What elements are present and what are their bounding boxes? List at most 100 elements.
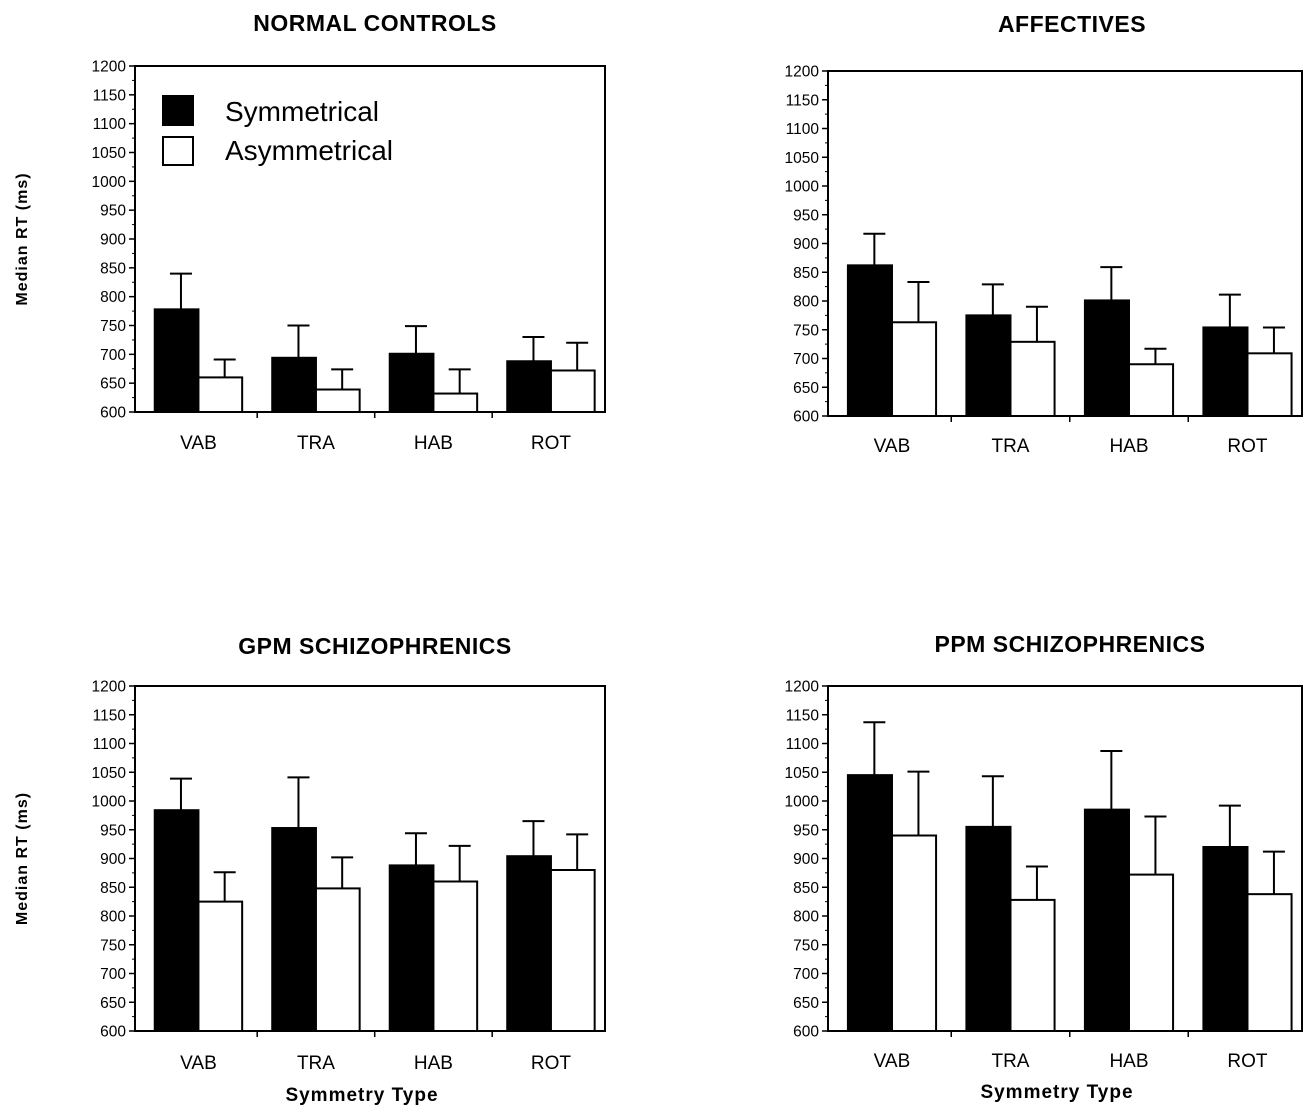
asymmetrical-bar-tra (1009, 898, 1056, 1033)
bars (846, 721, 1293, 1033)
symmetrical-bar-rot (1202, 846, 1249, 1032)
symmetrical-bar-tra (271, 356, 317, 413)
asymmetrical-bar-vab (890, 834, 938, 1032)
y-axis-ticks: 600 650 700 750 800 850 900 950 1000 1050 1100 1150… (92, 59, 135, 422)
y-axis-label: Median RT (ms) (14, 792, 31, 925)
asymmetrical-bar-rot (549, 869, 596, 1032)
y-tick-label: 950 (100, 822, 126, 839)
y-tick-label: 1150 (93, 87, 127, 104)
asymmetrical-bar-tra (1009, 340, 1056, 418)
x-category-label: TRA (991, 1051, 1029, 1072)
legend-label-asymmetrical: Asymmetrical (225, 135, 393, 166)
y-tick-label: 750 (100, 937, 126, 954)
y-tick-label: 1050 (785, 765, 820, 782)
y-tick-label: 950 (793, 822, 819, 839)
y-tick-label: 1000 (785, 794, 820, 811)
legend: Symmetrical Asymmetrical (162, 95, 393, 166)
y-tick-label: 750 (793, 937, 819, 954)
x-category-label: VAB (180, 1053, 217, 1074)
x-category-label: VAB (874, 1051, 911, 1072)
asymmetrical-bar-hab (432, 392, 479, 413)
symmetrical-bar-tra (271, 827, 317, 1033)
y-tick-label: 1000 (92, 794, 127, 811)
x-category-label: TRA (297, 433, 335, 454)
symmetrical-bar-hab (1083, 808, 1130, 1032)
y-tick-label: 900 (793, 236, 819, 253)
y-tick-label: 1150 (786, 92, 820, 109)
chart-panel-1: NORMAL CONTROLS 600 650 700 750 800 850 900 950 1… (14, 10, 606, 454)
y-tick-label: 850 (100, 260, 126, 277)
y-axis-label: Median RT (ms) (14, 172, 31, 305)
chart-title: AFFECTIVES (998, 11, 1146, 37)
y-tick-label: 1050 (785, 150, 820, 167)
symmetrical-bar-rot (1202, 326, 1249, 418)
symmetrical-bar-hab (388, 352, 435, 413)
chart-panel-3: GPM SCHIZOPHRENICS 600 650 700 750 800 850 900 9… (14, 633, 606, 1106)
y-tick-label: 1000 (92, 174, 127, 191)
y-tick-label: 1050 (92, 145, 127, 162)
y-tick-label: 1200 (92, 679, 127, 696)
y-tick-label: 850 (100, 880, 126, 897)
asymmetrical-bar-hab (1127, 873, 1175, 1032)
y-tick-label: 900 (793, 851, 819, 868)
symmetrical-bar-hab (1083, 299, 1130, 417)
y-tick-label: 600 (793, 409, 819, 426)
asymmetrical-bar-hab (432, 880, 479, 1032)
x-category-label: HAB (414, 1053, 453, 1074)
y-axis-ticks: 600 650 700 750 800 850 900 950 1000 1050 1100 1150… (785, 679, 828, 1041)
chart-panel-2: AFFECTIVES 600 650 700 750 800 850 900 950 1000 10… (785, 11, 1303, 457)
x-category-label: ROT (1227, 1051, 1268, 1072)
x-category-label: ROT (531, 433, 572, 454)
y-tick-label: 1200 (785, 679, 820, 696)
asymmetrical-bar-vab (197, 376, 244, 413)
symmetrical-bar-vab (846, 774, 893, 1032)
asymmetrical-bar-rot (1246, 352, 1293, 418)
y-axis-ticks: 600 650 700 750 800 850 900 950 1000 1050 1100 1150… (785, 64, 828, 426)
x-category-label: HAB (414, 433, 453, 454)
symmetrical-bar-rot (506, 855, 552, 1033)
y-tick-label: 1100 (93, 736, 127, 753)
y-tick-label: 1050 (92, 765, 127, 782)
asymmetrical-bar-vab (197, 900, 244, 1032)
symmetrical-bar-tra (965, 825, 1012, 1032)
symmetrical-bar-hab (388, 864, 435, 1033)
asymmetrical-bar-tra (314, 388, 361, 414)
symmetrical-bar-tra (965, 314, 1012, 417)
x-axis-ticks (950, 416, 1189, 422)
y-tick-label: 650 (100, 995, 126, 1012)
y-tick-label: 600 (100, 405, 126, 422)
y-tick-label: 700 (793, 966, 819, 983)
symmetrical-bar-rot (506, 360, 552, 413)
asymmetrical-bar-rot (549, 369, 596, 414)
x-axis-label: Symmetry Type (285, 1085, 438, 1106)
x-axis-ticks (950, 1031, 1189, 1037)
asymmetrical-bar-tra (314, 887, 361, 1033)
symmetrical-bar-vab (846, 264, 893, 417)
y-tick-label: 850 (793, 880, 819, 897)
bars (153, 776, 596, 1033)
x-category-label: VAB (874, 436, 911, 457)
x-category-label: HAB (1109, 1051, 1148, 1072)
y-tick-label: 800 (793, 909, 819, 926)
y-tick-label: 800 (100, 909, 126, 926)
x-axis-ticks (256, 412, 493, 418)
y-tick-label: 800 (793, 294, 819, 311)
y-tick-label: 1200 (785, 64, 820, 81)
y-tick-label: 750 (793, 322, 819, 339)
legend-swatch-asymmetrical (162, 136, 194, 166)
chart-title: PPM SCHIZOPHRENICS (935, 631, 1206, 657)
y-tick-label: 1150 (93, 707, 127, 724)
y-tick-label: 1100 (786, 736, 820, 753)
y-tick-label: 700 (793, 351, 819, 368)
y-tick-label: 1100 (93, 116, 127, 133)
y-tick-label: 1000 (785, 179, 820, 196)
y-tick-label: 900 (100, 232, 126, 249)
x-axis-ticks (256, 1031, 493, 1037)
y-tick-label: 650 (793, 380, 819, 397)
symmetrical-bar-vab (153, 308, 200, 413)
x-category-label: TRA (297, 1053, 335, 1074)
y-tick-label: 1150 (786, 707, 820, 724)
chart-title: NORMAL CONTROLS (253, 10, 496, 36)
y-tick-label: 950 (793, 207, 819, 224)
